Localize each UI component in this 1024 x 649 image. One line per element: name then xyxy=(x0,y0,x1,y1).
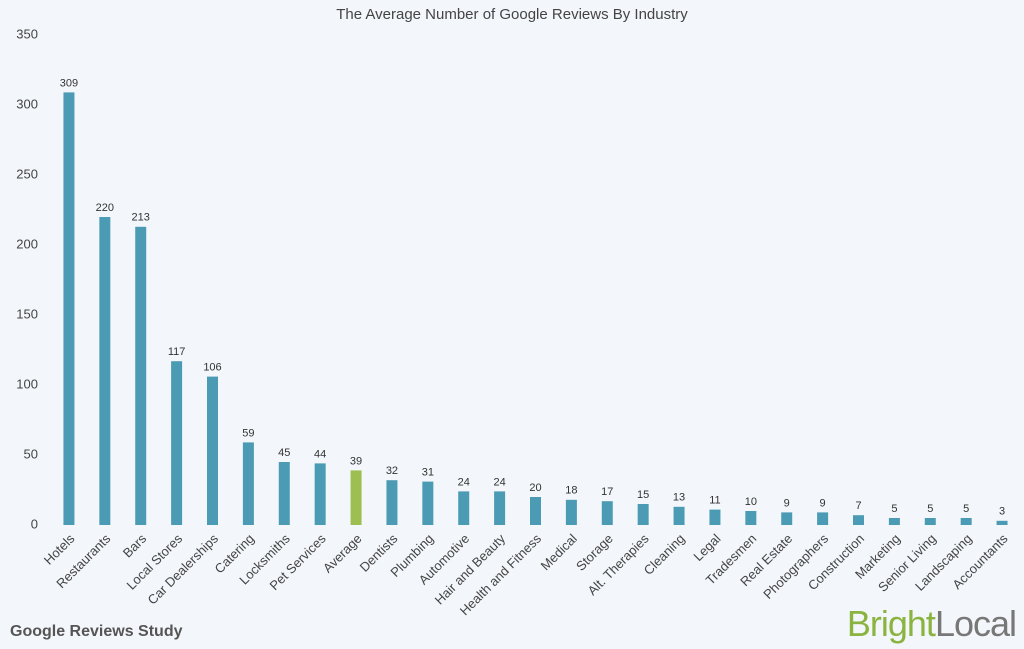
value-label: 220 xyxy=(96,202,114,214)
footer-study: Google Reviews Study xyxy=(10,623,183,640)
value-label: 309 xyxy=(60,77,78,89)
bar xyxy=(745,511,757,525)
value-label: 59 xyxy=(242,427,254,439)
bar xyxy=(386,480,398,525)
chart-title: The Average Number of Google Reviews By … xyxy=(336,6,688,23)
bar xyxy=(207,376,218,525)
value-label: 32 xyxy=(386,465,398,477)
y-tick-label: 200 xyxy=(16,236,38,251)
value-label: 5 xyxy=(927,503,933,515)
bar xyxy=(637,504,649,525)
bar xyxy=(817,512,829,525)
value-label: 17 xyxy=(601,486,613,498)
logo-local: Local xyxy=(935,603,1016,644)
y-tick-label: 350 xyxy=(16,26,38,41)
bar xyxy=(673,506,685,525)
value-label: 13 xyxy=(673,492,685,504)
value-label: 24 xyxy=(493,476,505,488)
value-label: 7 xyxy=(855,500,861,512)
bar xyxy=(458,491,470,525)
bar xyxy=(494,491,506,525)
bar xyxy=(888,518,900,525)
value-label: 15 xyxy=(637,489,649,501)
bar xyxy=(171,361,183,525)
bar xyxy=(960,518,972,525)
value-label: 117 xyxy=(168,346,186,358)
value-label: 39 xyxy=(350,455,362,467)
value-label: 5 xyxy=(891,503,897,515)
value-label: 9 xyxy=(784,497,790,509)
value-label: 31 xyxy=(422,467,434,479)
value-label: 10 xyxy=(745,496,757,508)
bar xyxy=(422,481,434,525)
bar xyxy=(135,226,147,526)
bar xyxy=(781,512,793,525)
bar xyxy=(565,499,577,525)
bar xyxy=(709,509,721,525)
y-tick-label: 0 xyxy=(31,516,38,531)
bar xyxy=(242,442,254,525)
bar xyxy=(314,463,326,525)
value-label: 3 xyxy=(999,506,1005,518)
value-label: 106 xyxy=(203,362,221,374)
bar xyxy=(278,462,290,525)
bar xyxy=(530,497,541,525)
y-tick-label: 300 xyxy=(16,96,38,111)
y-tick-label: 250 xyxy=(16,166,38,181)
bar xyxy=(853,515,864,525)
value-label: 213 xyxy=(132,212,150,224)
value-label: 9 xyxy=(820,497,826,509)
logo-bright: Bright xyxy=(847,603,936,644)
bar xyxy=(350,470,362,525)
bar xyxy=(63,92,75,526)
value-label: 44 xyxy=(314,448,326,460)
y-tick-label: 50 xyxy=(24,446,38,461)
bar xyxy=(99,217,111,525)
value-label: 5 xyxy=(963,503,969,515)
bar xyxy=(924,518,936,525)
value-label: 45 xyxy=(278,447,290,459)
y-tick-label: 100 xyxy=(16,376,38,391)
y-tick-label: 150 xyxy=(16,306,38,321)
value-label: 11 xyxy=(709,495,720,507)
bar xyxy=(601,501,613,525)
value-label: 24 xyxy=(458,476,470,488)
value-label: 20 xyxy=(529,482,541,494)
logo: BrightLocal xyxy=(847,603,1016,644)
bar xyxy=(996,520,1008,525)
value-label: 18 xyxy=(565,485,577,497)
